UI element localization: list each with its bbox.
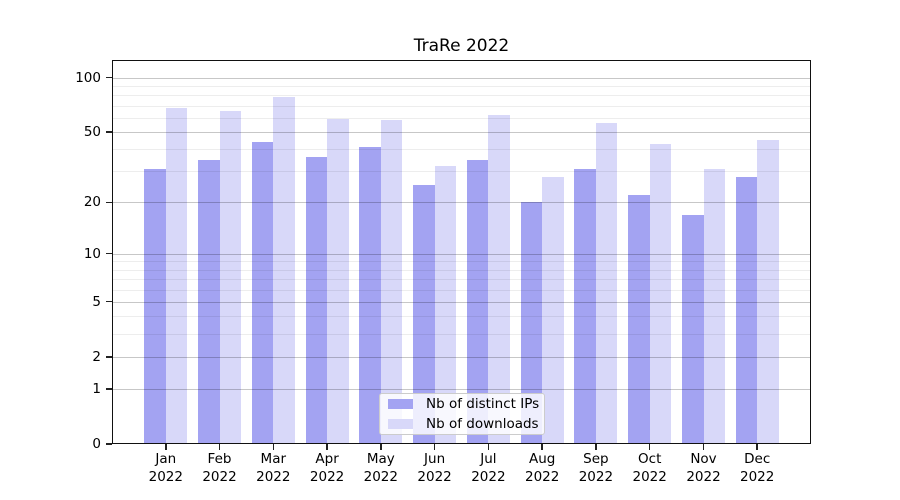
bar-downloads-jan [165,107,188,444]
y-tick-label: 100 [75,69,101,86]
x-tick-label-oct: Oct 2022 [632,451,667,485]
x-tick-label-nov: Nov 2022 [686,451,721,485]
bar-distinct-ips-may [359,147,381,444]
grid-line-minor [112,95,811,97]
x-tick-label-jun: Jun 2022 [417,451,452,485]
bar-distinct-ips-jul [466,159,489,444]
bar-distinct-ips-oct [628,195,650,444]
grid-line-minor [112,289,811,291]
x-tick-mark [756,444,758,450]
y-tick-mark [106,131,112,133]
legend-entry-downloads: Nb of downloads [388,415,539,433]
x-tick-label-aug: Aug 2022 [525,451,560,485]
bar-downloads-jul [488,115,510,444]
bar-distinct-ips-aug [520,202,543,444]
grid-line-minor [112,278,811,280]
plot-area [112,60,811,444]
x-tick-label-may: May 2022 [363,451,398,485]
y-tick-label: 20 [83,194,101,211]
bar-distinct-ips-mar [251,141,274,444]
x-tick-mark [433,444,436,450]
y-tick-mark [106,300,112,303]
grid-line-minor [112,171,811,173]
bar-distinct-ips-jan [144,168,166,444]
bar-distinct-ips-feb [198,159,220,444]
grid-line-major [112,356,811,358]
y-tick-label: 5 [92,293,101,310]
x-tick-mark [487,444,490,450]
grid-line-minor [112,316,811,318]
legend-label-distinct-ips: Nb of distinct IPs [426,395,540,412]
bar-downloads-oct [649,143,672,444]
y-tick-label: 10 [83,245,101,262]
y-tick-label: 50 [83,123,101,140]
x-tick-mark [165,444,167,450]
y-tick-mark [106,76,112,79]
x-tick-label-apr: Apr 2022 [309,451,345,485]
bar-downloads-jun [434,166,457,444]
grid-line-minor [112,105,811,107]
bar-downloads-sep [595,123,618,444]
x-tick-label-mar: Mar 2022 [256,451,291,485]
bar-downloads-nov [703,168,725,444]
y-tick-label: 0 [92,436,101,452]
legend-label-downloads: Nb of downloads [426,415,539,432]
grid-line-minor [112,333,811,335]
legend-swatch-distinct-ips [388,399,413,409]
x-tick-mark [648,444,651,450]
bar-downloads-aug [542,176,564,444]
chart-title: TraRe 2022 [413,36,510,56]
grid-line-major [112,131,811,133]
grid-line-major [112,301,811,303]
bar-distinct-ips-apr [305,157,328,444]
grid-line-major [112,77,811,79]
x-tick-label-dec: Dec 2022 [740,451,775,485]
bar-downloads-apr [327,118,349,444]
x-tick-mark [218,444,221,450]
y-tick-mark [106,356,112,358]
y-tick-mark [106,388,112,390]
x-tick-label-sep: Sep 2022 [578,451,614,485]
y-tick-mark [106,443,112,445]
x-tick-label-feb: Feb 2022 [202,451,237,485]
x-tick-mark [541,444,543,450]
x-tick-mark [595,444,597,450]
grid-line-major [112,202,811,204]
x-tick-mark [702,444,705,450]
x-tick-mark [272,444,275,450]
legend: Nb of distinct IPs Nb of downloads [379,393,545,435]
grid-line-minor [112,149,811,151]
grid-line-minor [112,261,811,263]
bar-downloads-dec [757,140,779,444]
y-tick-label: 1 [92,381,101,397]
bar-distinct-ips-jun [413,185,435,444]
x-tick-mark [326,444,328,450]
legend-swatch-downloads [388,419,413,429]
bar-distinct-ips-dec [735,176,758,444]
bar-downloads-mar [273,97,295,444]
bar-downloads-may [380,120,403,444]
grid-line-minor [112,85,811,87]
grid-line-major [112,253,811,255]
grid-line-minor [112,269,811,271]
x-tick-mark [380,444,382,450]
x-tick-label-jul: Jul 2022 [471,451,506,485]
grid-line-minor [112,117,811,119]
bar-distinct-ips-nov [682,214,704,444]
grid-line-major [112,389,811,390]
y-tick-mark [106,252,112,255]
bar-distinct-ips-sep [574,168,596,444]
y-tick-mark [106,201,112,204]
bar-downloads-feb [219,111,241,444]
x-tick-label-jan: Jan 2022 [148,451,183,485]
y-tick-label: 2 [92,348,101,365]
legend-entry-distinct-ips: Nb of distinct IPs [388,395,540,413]
